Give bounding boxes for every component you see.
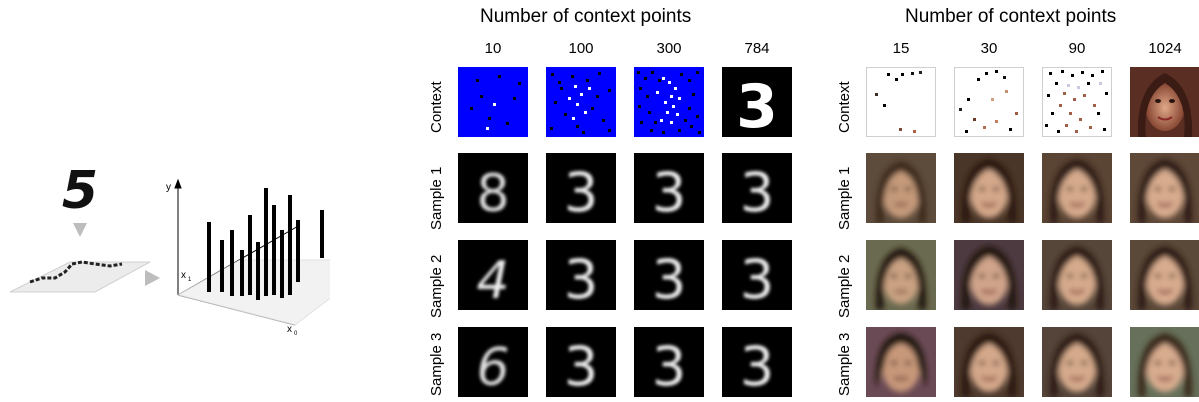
schematic: 5 — [0, 150, 382, 350]
celeba-sample — [1130, 327, 1199, 397]
full-context-digit: 3 — [736, 72, 778, 137]
celeba-sample — [954, 327, 1024, 397]
celeba-sample — [866, 240, 936, 310]
y-axis-label: y — [166, 182, 171, 193]
celeba-sample — [1130, 153, 1199, 223]
celeba-sample — [866, 327, 936, 397]
sample-digit: 4 — [476, 251, 509, 310]
sample-digit: 3 — [652, 248, 686, 310]
mnist-context-784: 3 — [722, 67, 792, 137]
sample-digit: 3 — [564, 248, 598, 310]
celeba-row-label: Sample 1 — [836, 166, 853, 230]
mnist-sample: 3 — [634, 327, 704, 397]
celeba-panel-title: Number of context points — [905, 6, 1117, 27]
celeba-sample — [954, 153, 1024, 223]
celeba-context-90 — [1042, 67, 1112, 137]
x0-axis-label: x — [287, 324, 292, 335]
mnist-col-label: 100 — [568, 40, 594, 57]
mnist-sample: 8 — [458, 153, 528, 223]
x1-axis-label: x — [181, 270, 186, 281]
celeba-col-label: 15 — [892, 40, 910, 57]
mnist-col-label: 300 — [656, 40, 682, 57]
mnist-sample: 3 — [546, 240, 616, 310]
down-arrow-icon — [73, 223, 87, 237]
celeba-col-label: 30 — [980, 40, 998, 57]
mnist-context-300 — [634, 67, 704, 137]
mnist-sample: 3 — [722, 153, 792, 223]
digit-glyph: 5 — [62, 161, 98, 221]
mnist-row-label: Context — [428, 81, 445, 133]
sample-digit: 3 — [740, 335, 774, 397]
celeba-row-label: Sample 2 — [836, 254, 853, 318]
mnist-sample: 6 — [458, 327, 528, 397]
mnist-row-label: Sample 3 — [428, 332, 445, 396]
sample-digit: 6 — [476, 338, 509, 397]
celeba-sample — [1130, 240, 1199, 310]
celeba-sample — [866, 153, 936, 223]
sample-digit: 3 — [652, 335, 686, 397]
celeba-context-15 — [866, 67, 936, 137]
celeba-row-label: Context — [836, 81, 853, 133]
mnist-row-label: Sample 1 — [428, 166, 445, 230]
mnist-sample: 3 — [546, 153, 616, 223]
mnist-sample: 3 — [546, 327, 616, 397]
sample-digit: 3 — [740, 248, 774, 310]
mnist-col-label: 784 — [744, 40, 770, 57]
sample-digit: 3 — [564, 335, 598, 397]
celeba-sample — [1042, 153, 1112, 223]
celeba-col-label: 90 — [1068, 40, 1086, 57]
sample-digit: 3 — [740, 161, 774, 223]
flat-context-grid — [9, 260, 151, 293]
mnist-context-100 — [546, 67, 616, 137]
mnist-sample: 3 — [722, 327, 792, 397]
mnist-sample: 3 — [634, 153, 704, 223]
celeba-row-label: Sample 3 — [836, 332, 853, 396]
celeba-sample — [1042, 327, 1112, 397]
celeba-sample — [954, 240, 1024, 310]
x0-axis-subscript: 0 — [294, 331, 298, 337]
mnist-panel-title: Number of context points — [480, 6, 692, 27]
mnist-context-10 — [458, 67, 528, 137]
right-arrow-icon — [145, 270, 160, 286]
x1-axis-subscript: 1 — [188, 277, 192, 283]
celeba-sample — [1042, 240, 1112, 310]
mnist-sample: 3 — [722, 240, 792, 310]
sample-digit: 3 — [652, 161, 686, 223]
celeba-context-30 — [954, 67, 1024, 137]
mnist-row-label: Sample 2 — [428, 254, 445, 318]
celeba-context-1024 — [1130, 67, 1199, 137]
sample-digit: 8 — [476, 164, 509, 223]
mnist-sample: 4 — [458, 240, 528, 310]
celeba-col-label: 1024 — [1148, 40, 1182, 57]
mnist-sample: 3 — [634, 240, 704, 310]
digit-thumbnail: 5 — [62, 161, 98, 221]
sample-digit: 3 — [564, 161, 598, 223]
schematic-figure: 5 — [9, 161, 382, 337]
mnist-col-label: 10 — [484, 40, 502, 57]
